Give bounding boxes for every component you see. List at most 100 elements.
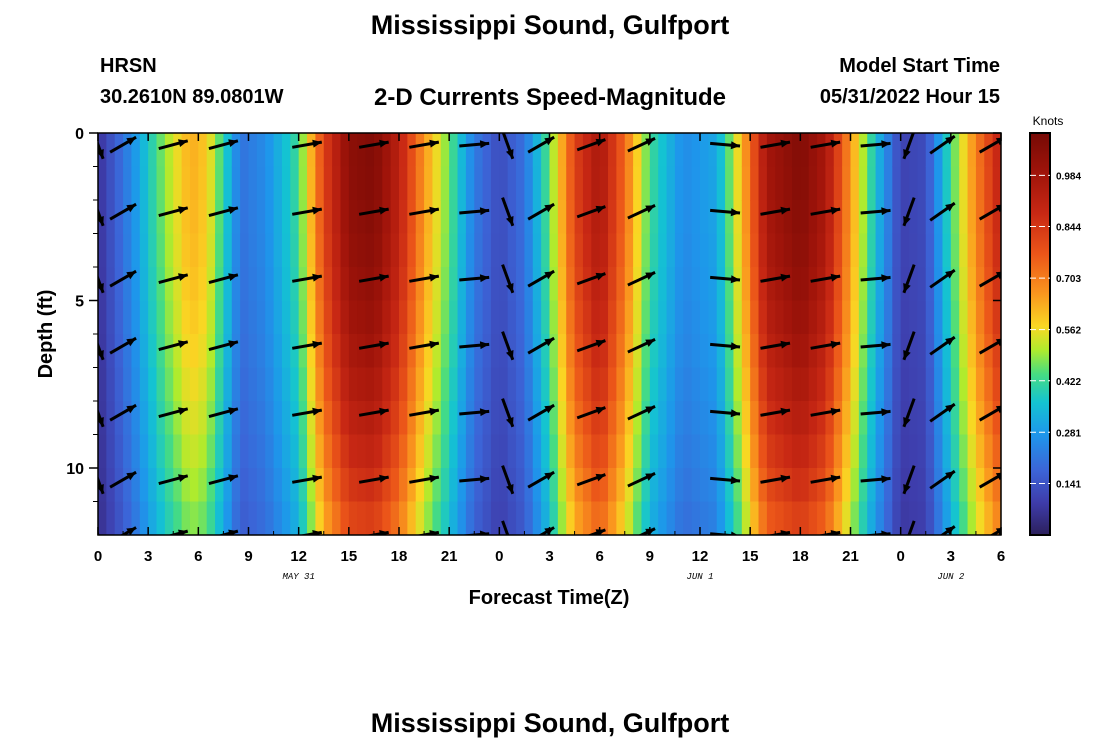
heatmap-cell [123,401,133,436]
heatmap-cell [566,468,576,503]
heatmap-cell [307,334,316,369]
heatmap-cell [599,267,609,302]
heatmap-cell [215,334,225,369]
heatmap-cell [591,166,601,201]
heatmap-cell [750,166,760,201]
heatmap-cell [449,334,459,369]
heatmap-cell [407,468,417,503]
heatmap-cell [624,233,634,268]
x-tick-label: 0 [896,548,904,565]
heatmap-cell [733,401,743,436]
heatmap-cell [365,133,375,168]
heatmap-cell [198,334,208,369]
heatmap-cell [591,468,601,503]
heatmap-cell [867,300,877,335]
heatmap-cell [867,166,877,201]
heatmap-cell [432,367,442,402]
heatmap-cell [975,133,985,168]
x-tick-label: 0 [94,548,102,565]
heatmap-cell [382,468,392,503]
heatmap-cell [474,133,484,168]
heatmap-cell [608,468,617,503]
heatmap-cell [658,401,668,436]
heatmap-cell [298,267,308,302]
heatmap-cell [173,334,183,369]
heatmap-cell [842,166,852,201]
heatmap-cell [808,468,818,503]
heatmap-cell [758,133,768,168]
heatmap-cell [674,166,684,201]
heatmap-cell [959,166,969,201]
heatmap-cell [139,267,149,302]
current-arrow [298,530,323,535]
heatmap-cell [658,200,668,235]
x-tick-label: 12 [290,548,307,565]
heatmap-cell [114,166,124,201]
current-arrow [109,135,137,154]
heatmap-cell [465,367,475,402]
current-arrow [501,133,515,160]
heatmap-cell [833,468,843,503]
heatmap-cell [240,434,250,469]
current-arrow [760,273,791,283]
heatmap-cell [658,133,668,168]
heatmap-cell [206,267,216,302]
heatmap-cell [766,367,776,402]
heatmap-cell [616,401,626,436]
heatmap-cell [332,200,342,235]
heatmap-cell [357,367,367,402]
heatmap-cell [666,267,676,302]
heatmap-cell [348,334,358,369]
heatmap-cell [465,133,475,168]
heatmap-cell [909,334,918,369]
heatmap-cell [800,200,810,235]
heatmap-cell [791,468,801,503]
heatmap-cell [474,401,484,436]
current-arrow [217,529,239,535]
current-arrow [208,474,239,486]
heatmap-cell [198,267,208,302]
current-arrow [158,340,189,352]
heatmap-cell [942,434,952,469]
heatmap-cell [123,166,133,201]
heatmap-cell [440,501,450,535]
heatmap-cell [173,434,183,469]
heatmap-cell [758,501,768,535]
heatmap-cell [791,334,801,369]
date-label: JUN 1 [686,572,713,582]
heatmap-cell [791,367,801,402]
heatmap-cell [390,166,400,201]
heatmap-cell [457,367,467,402]
heatmap-cell [783,300,793,335]
current-arrow [291,407,323,417]
heatmap-cell [181,200,191,235]
heatmap-cell [959,233,969,268]
heatmap-cell [524,166,534,201]
current-arrow [902,133,915,160]
heatmap-cell [223,300,233,335]
heatmap-cell [440,300,450,335]
heatmap-cell [507,233,517,268]
heatmap-cell [925,133,935,168]
chart-subtitle: 2-D Currents Speed-Magnitude [373,84,727,111]
heatmap-cell [532,367,542,402]
heatmap-cell [290,200,300,235]
heatmap-cell [164,267,174,302]
heatmap-cell [139,166,149,201]
heatmap-cell [641,468,651,503]
current-arrow [576,339,606,353]
heatmap-cell [875,401,885,436]
heatmap-cell [541,401,551,436]
heatmap-cell [641,334,651,369]
current-arrow [929,335,956,356]
heatmap-cell [791,401,801,436]
heatmap-cell [582,166,592,201]
heatmap-cell [248,233,258,268]
heatmap-cell [407,233,417,268]
heatmap-cell [240,200,250,235]
heatmap-cell [934,434,944,469]
heatmap-cell [633,300,643,335]
heatmap-cell [223,501,233,535]
heatmap-cell [114,468,124,503]
heatmap-cell [198,468,208,503]
